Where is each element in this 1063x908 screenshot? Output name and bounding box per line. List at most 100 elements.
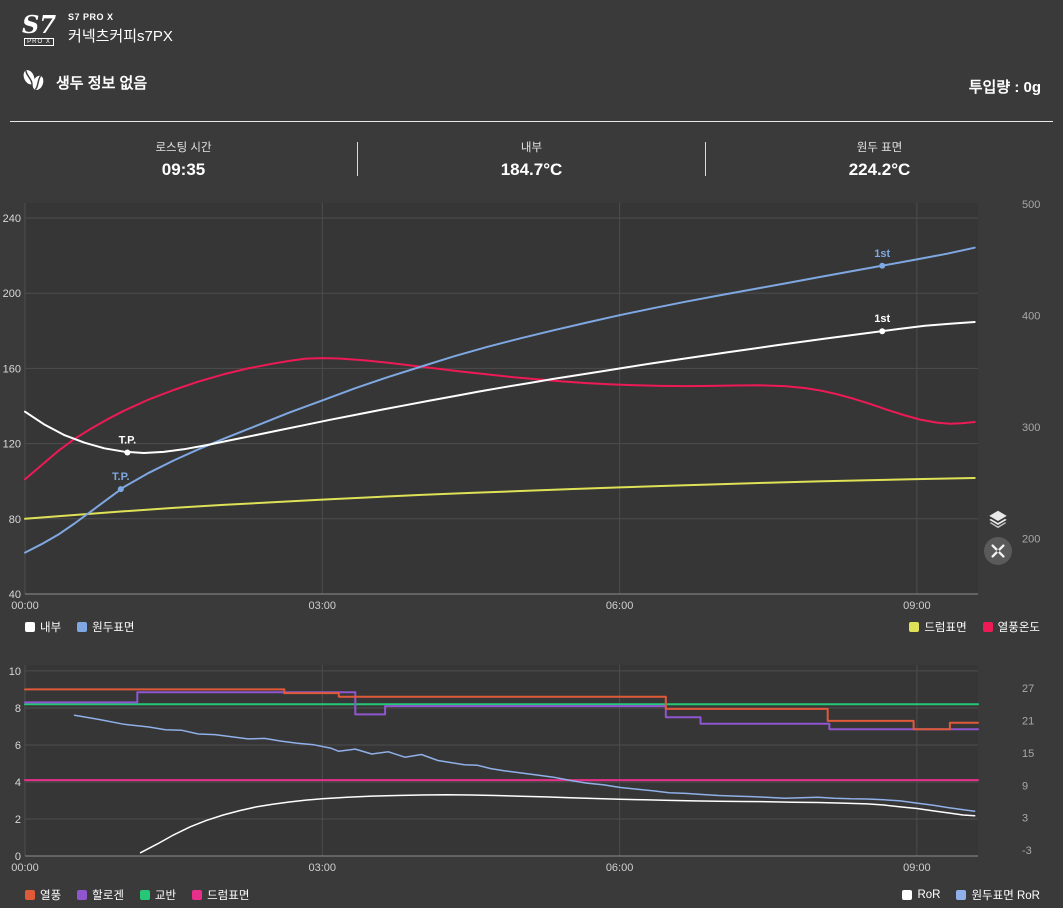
svg-text:06:00: 06:00 [606,600,634,612]
legend-item-열풍온도[interactable]: 열풍온도 [982,619,1040,635]
svg-text:T.P.: T.P. [119,434,137,446]
svg-text:80: 80 [9,514,21,526]
control-chart-legend: 열풍 할로겐 교반 드럼표면 RoR 원두표면 RoR [25,884,1040,906]
legend-group-right: RoR 원두표면 RoR [902,887,1040,903]
legend-label: 드럼표면 [924,622,967,634]
legend-item-할로겐[interactable]: 할로겐 [77,887,124,903]
svg-text:400: 400 [1022,311,1040,323]
stats-bar: 로스팅 시간 09:35 내부 184.7°C 원두 표면 224.2°C [10,133,1053,185]
legend-item-열풍[interactable]: 열풍 [25,887,61,903]
s7-logo: S7 PRO X [22,9,57,46]
stat-bean-surface-temp: 원두 표면 224.2°C [706,139,1053,180]
legend-swatch [25,622,35,632]
svg-text:10: 10 [9,666,21,678]
svg-text:200: 200 [3,288,21,300]
legend-label: 드럼표면 [207,890,250,902]
roast-time-value: 09:35 [161,159,206,179]
crossed-tools-icon[interactable] [984,537,1012,565]
svg-text:-3: -3 [1022,845,1032,857]
svg-text:200: 200 [1022,533,1040,545]
stat-internal-temp: 내부 184.7°C [358,139,705,180]
bean-info-label: 생두 정보 없음 [56,74,148,92]
internal-temp-value: 184.7°C [500,159,563,179]
bean-surface-temp-value: 224.2°C [848,159,911,179]
legend-item-RoR[interactable]: RoR [902,887,940,903]
s7-logo-prox-badge: PRO X [24,37,54,46]
series-열풍 [24,688,979,731]
series-원두표면 RoR [73,714,976,812]
legend-item-원두표면 RoR[interactable]: 원두표면 RoR [956,887,1040,903]
svg-text:00:00: 00:00 [11,862,39,874]
legend-item-드럼표면[interactable]: 드럼표면 [909,619,967,635]
svg-text:9: 9 [1022,780,1028,792]
series-원두표면 [24,246,976,554]
legend-item-내부[interactable]: 내부 [25,619,61,635]
header-brand: S7 PRO X S7 PRO X 커넥츠커피s7PX [22,12,173,46]
svg-text:120: 120 [3,439,21,451]
coffee-bean-icon [20,66,47,98]
layers-icon[interactable] [987,508,1009,530]
svg-text:40: 40 [9,589,21,601]
series-할로겐 [24,691,979,731]
model-label: S7 PRO X [68,12,114,22]
svg-text:500: 500 [1022,199,1040,211]
series-내부 [24,321,976,454]
chart-tool-buttons [984,508,1012,565]
svg-text:06:00: 06:00 [606,862,634,874]
legend-group-left: 열풍 할로겐 교반 드럼표면 [25,887,249,903]
stat-label: 내부 [520,141,543,154]
svg-text:0: 0 [15,851,21,863]
page-title: 커넥츠커피s7PX [68,28,173,45]
svg-text:3: 3 [1022,813,1028,825]
svg-text:6: 6 [15,740,21,752]
legend-swatch [77,890,88,900]
legend-swatch [982,622,993,632]
stat-separator [357,142,358,176]
legend-swatch [139,890,150,900]
s7-logo-monogram: S7 [22,9,57,39]
temperature-chart-legend: 내부 원두표면 드럼표면 열풍온도 [25,616,1040,638]
svg-text:15: 15 [1022,748,1034,760]
svg-text:03:00: 03:00 [309,600,337,612]
legend-label: 열풍 [40,890,62,902]
charge-amount-label: 투입량 : 0g [968,79,1041,96]
legend-group-left: 내부 원두표면 [25,619,135,635]
header-titles: S7 PRO X 커넥츠커피s7PX [68,12,173,46]
svg-text:2: 2 [15,814,21,826]
svg-text:00:00: 00:00 [11,600,39,612]
svg-text:240: 240 [3,213,21,225]
legend-swatch [25,890,35,900]
svg-text:27: 27 [1022,683,1034,695]
stat-roast-time: 로스팅 시간 09:35 [10,139,357,180]
svg-text:1st: 1st [874,248,890,260]
stat-label: 원두 표면 [856,141,903,154]
svg-text:160: 160 [3,363,21,375]
svg-text:T.P.: T.P. [112,471,130,483]
svg-text:03:00: 03:00 [309,862,337,874]
legend-swatch [956,890,967,900]
svg-text:8: 8 [15,703,21,715]
legend-item-드럼표면[interactable]: 드럼표면 [192,887,249,903]
legend-group-right: 드럼표면 열풍온도 [909,619,1040,635]
svg-text:4: 4 [15,777,21,789]
header-divider [10,121,1053,122]
legend-label: 교반 [154,890,177,902]
control-ror-chart: 00:00 03:00 06:00 09:00 0 2 4 6 8 10 -3 3 9 15 21 27 [9,665,1034,874]
legend-label: 내부 [40,622,62,634]
series-드럼표면 [24,477,976,520]
svg-text:1st: 1st [874,313,890,325]
legend-swatch [902,890,913,900]
legend-item-원두표면[interactable]: 원두표면 [77,619,135,635]
legend-label: 열풍온도 [997,622,1040,634]
stat-label: 로스팅 시간 [155,141,212,154]
legend-swatch [77,622,88,632]
series-열풍온도 [24,357,976,481]
legend-label: 원두표면 [92,622,135,634]
legend-label: 할로겐 [92,890,124,902]
bean-info-button[interactable]: 생두 정보 없음 [20,66,147,98]
svg-text:09:00: 09:00 [903,600,931,612]
svg-text:09:00: 09:00 [903,862,931,874]
temperature-chart: 00:00 03:00 06:00 09:00 40 80 120 160 200 240 200 3… [3,199,1041,612]
legend-item-교반[interactable]: 교반 [139,887,177,903]
